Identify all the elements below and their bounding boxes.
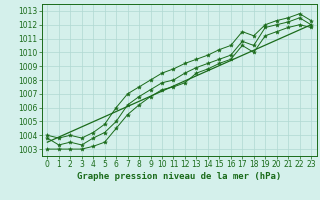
X-axis label: Graphe pression niveau de la mer (hPa): Graphe pression niveau de la mer (hPa) xyxy=(77,172,281,181)
